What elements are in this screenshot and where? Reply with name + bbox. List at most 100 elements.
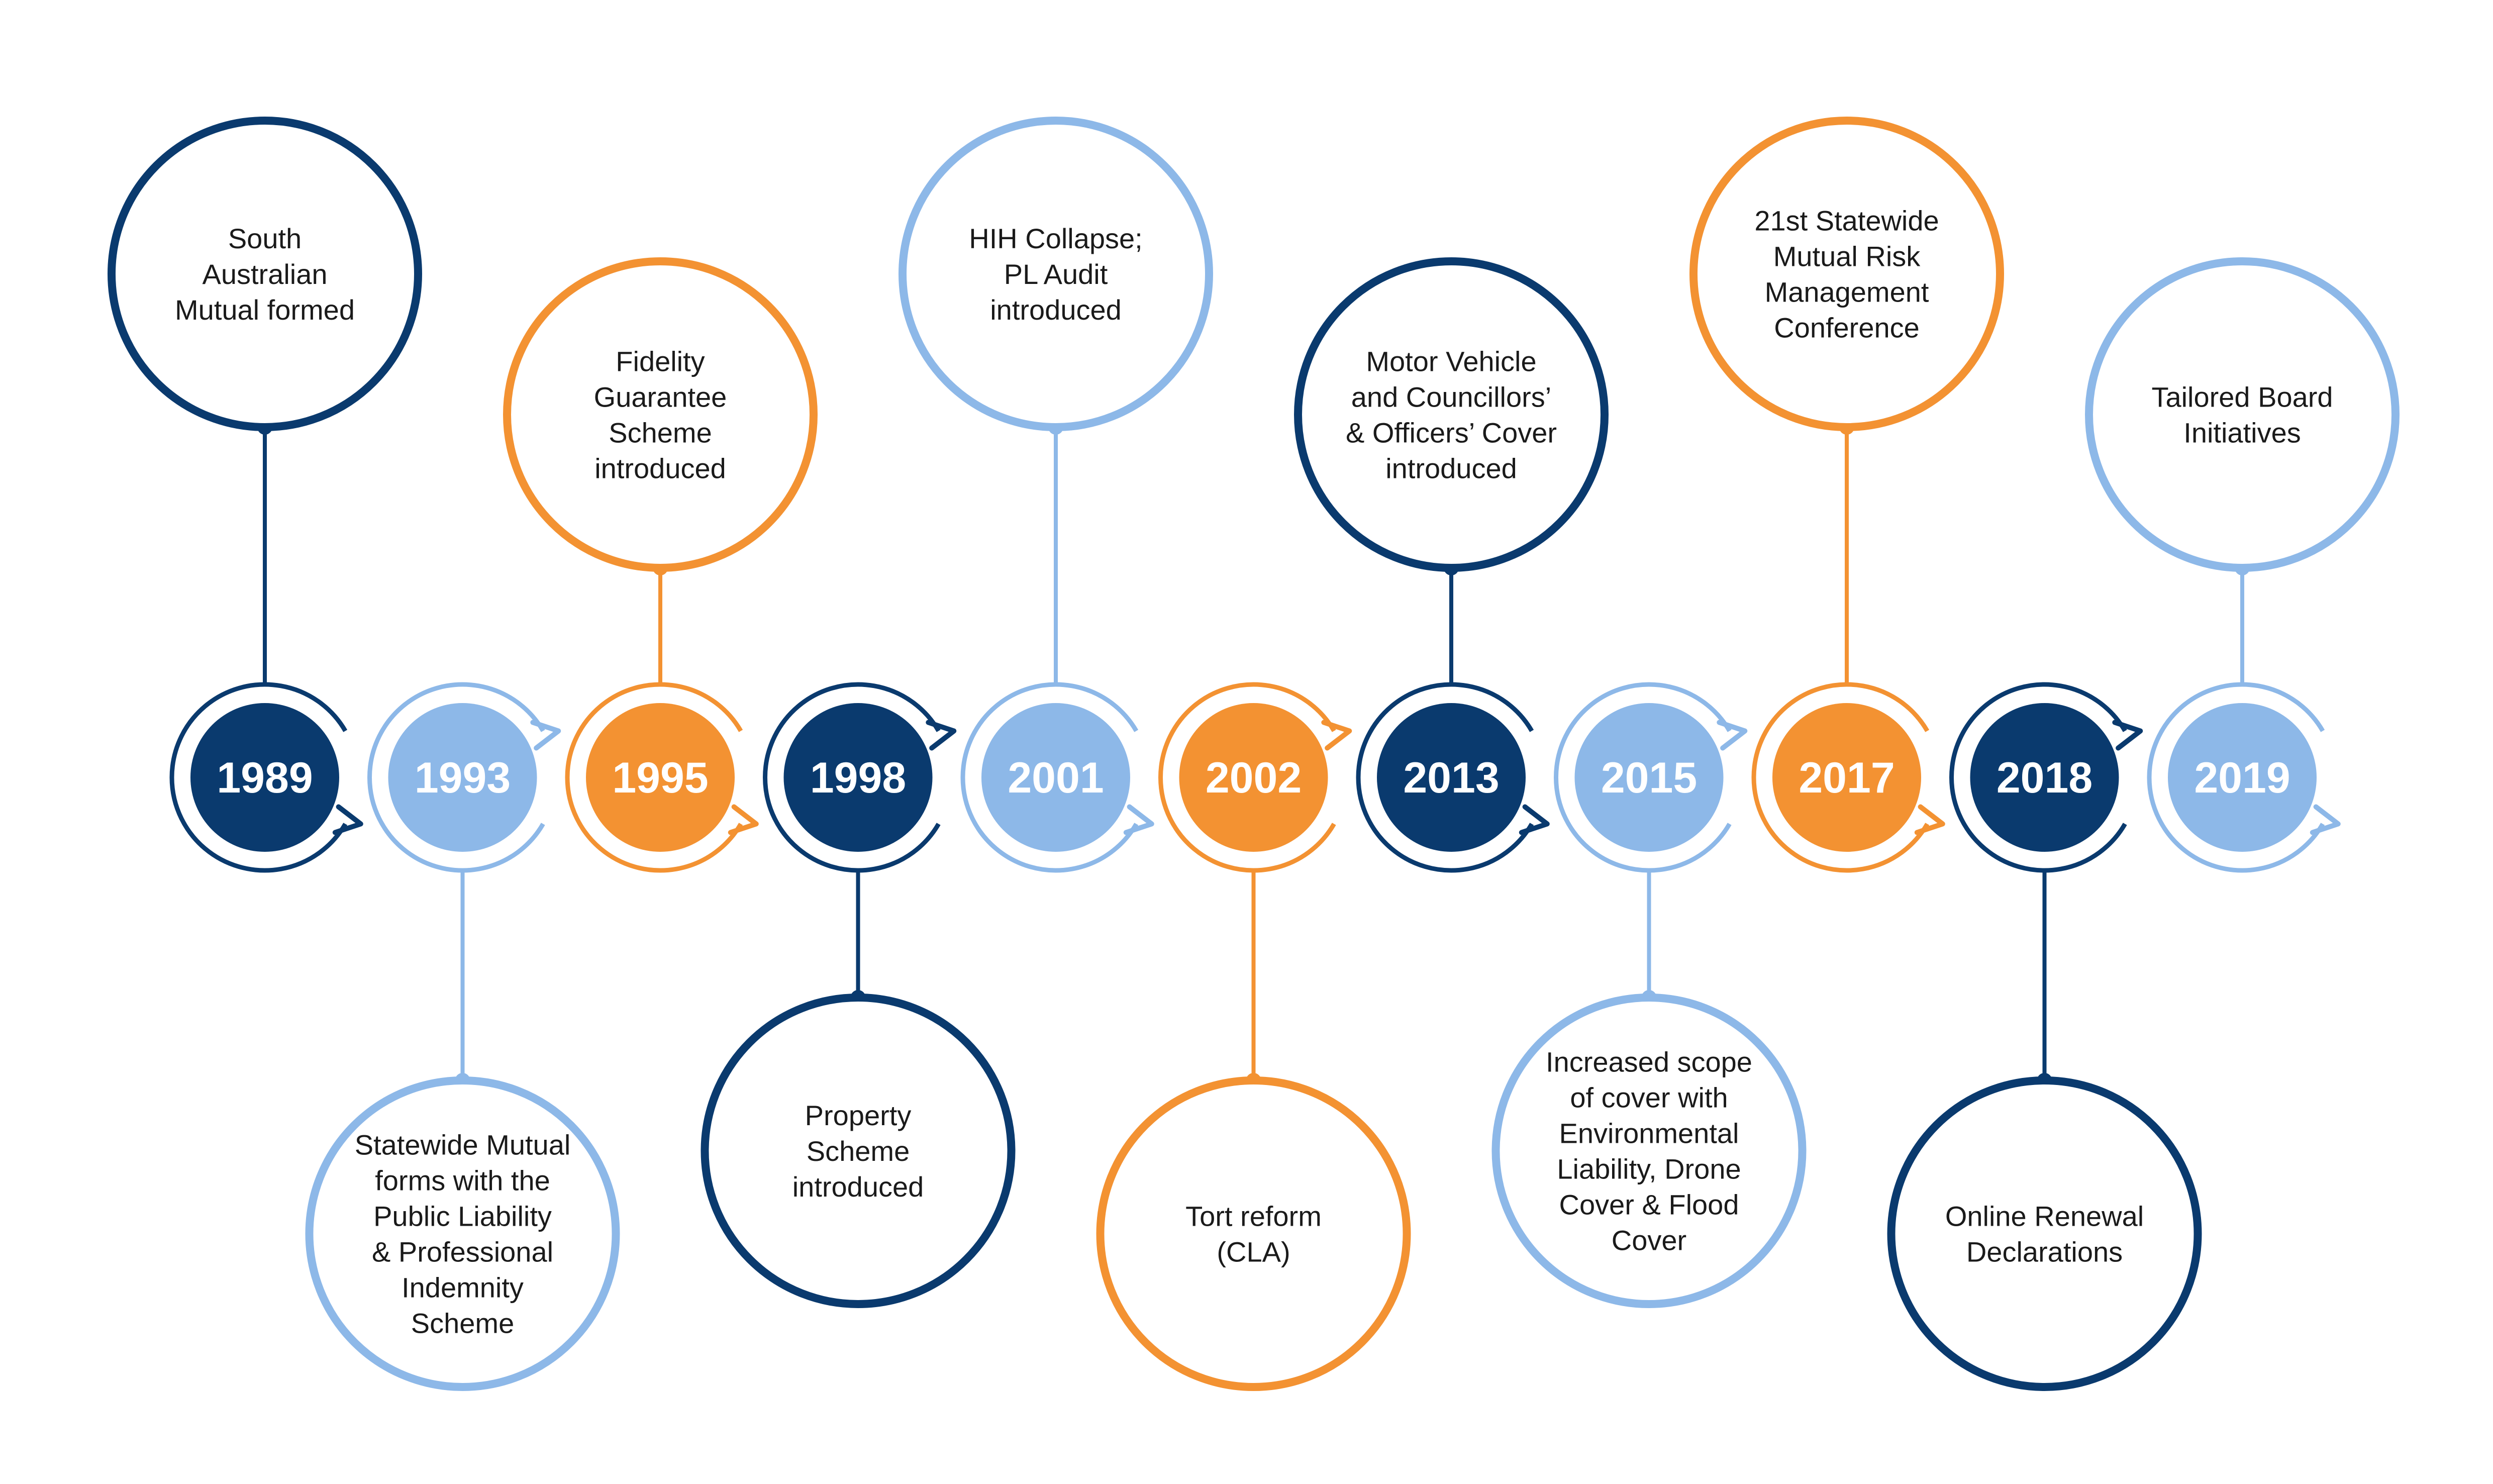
event-description: South Australian Mutual formed [175,223,355,326]
year-label: 2002 [1206,754,1302,802]
milestone-2001: 2001 HIH Collapse; PL Audit introduced [899,117,1213,873]
event-line: Scheme [609,417,712,449]
cycle-arrow-icon [530,720,561,751]
cycle-arrow-icon [2112,720,2143,751]
year-label: 2015 [1601,754,1697,802]
year-node [586,703,735,852]
event-description: Fidelity Guarantee Scheme introduced [594,346,727,484]
cycle-ring [1949,682,2127,873]
event-line: Declarations [1966,1236,2123,1268]
cycle-ring [1158,682,1336,873]
cycle-arrow-icon [1321,720,1352,751]
event-bubble [1096,1076,1411,1391]
event-description: 21st Statewide Mutual Risk Management Confe… [1754,205,1939,344]
event-line: forms with the [375,1165,550,1197]
event-line: Indemnity [402,1272,524,1304]
cycle-arrow-icon [2310,804,2341,835]
event-bubble [1689,117,2004,431]
cycle-ring [1553,682,1732,873]
milestone-2019: 2019 Tailored Board Initiatives [2085,257,2400,873]
event-description: Statewide Mutual forms with the Public Lia… [355,1129,571,1339]
cycle-arrow-icon [728,804,759,835]
event-line: South [228,223,302,254]
event-line: HIH Collapse; [969,223,1142,254]
event-line: Scheme [411,1308,514,1339]
event-bubble [899,117,1213,431]
cycle-ring [169,682,348,873]
event-line: Conference [1774,312,1920,344]
year-label: 2018 [1997,754,2092,802]
milestone-2013: 2013 Motor Vehicle and Councillors’ & Offic… [1294,257,1609,873]
cycle-arrow-icon [1519,804,1550,835]
cycle-ring [1356,682,1534,873]
milestone-1989: 1989 South Australian Mutual formed [108,117,422,873]
milestone-2018: 2018 Online Renewal Declarations [1887,682,2202,1391]
event-description: Motor Vehicle and Councillors’ & Officers’… [1346,346,1557,484]
cycle-arrow-icon [1123,804,1154,835]
year-node [783,703,933,852]
event-description: HIH Collapse; PL Audit introduced [969,223,1142,326]
event-line: (CLA) [1217,1236,1290,1268]
milestone-2017: 2017 21st Statewide Mutual Risk Management C… [1689,117,2004,873]
year-node [1574,703,1724,852]
cycle-arrow-icon [1914,804,1945,835]
event-line: PL Audit [1004,258,1108,290]
year-label: 2001 [1008,754,1104,802]
milestone-2002: 2002 Tort reform (CLA) [1096,682,1411,1391]
event-line: Statewide Mutual [355,1129,571,1161]
event-line: Property [805,1100,912,1131]
event-line: Tailored Board [2151,381,2333,413]
milestone-1995: 1995 Fidelity Guarantee Scheme introduced [503,257,818,873]
event-bubble [1491,994,1807,1308]
event-bubble [2085,257,2400,572]
event-bubble [305,1076,620,1391]
cycle-ring [762,682,941,873]
year-label: 1989 [217,754,313,802]
year-node [1772,703,1921,852]
year-node [1377,703,1526,852]
event-description: Tort reform (CLA) [1185,1201,1322,1268]
cycle-ring [960,682,1139,873]
year-node [1970,703,2119,852]
event-line: Cover & Flood [1559,1189,1739,1221]
event-line: Mutual formed [175,294,355,326]
event-description: Online Renewal Declarations [1945,1201,2144,1268]
event-line: Motor Vehicle [1366,346,1536,377]
year-label: 2017 [1799,754,1894,802]
event-line: 21st Statewide [1754,205,1939,237]
milestone-1993: 1993 Statewide Mutual forms with the Public… [305,682,620,1391]
event-line: Liability, Drone [1557,1153,1741,1185]
event-line: Scheme [807,1135,910,1167]
event-line: Public Liability [373,1201,552,1232]
cycle-ring [565,682,743,873]
event-bubble [108,117,422,431]
event-bubble [1294,257,1609,572]
event-line: introduced [990,294,1122,326]
event-line: & Officers’ Cover [1346,417,1557,449]
event-bubble [1887,1076,2202,1391]
event-bubble [701,994,1016,1308]
event-line: and Councillors’ [1351,381,1551,413]
cycle-ring [2147,682,2325,873]
event-line: Mutual Risk [1773,241,1921,272]
year-node [2168,703,2317,852]
event-line: introduced [1385,453,1517,484]
event-description: Property Scheme introduced [792,1100,924,1203]
cycle-ring [1751,682,1930,873]
milestone-1998: 1998 Property Scheme introduced [701,682,1016,1308]
cycle-arrow-icon [926,720,957,751]
year-node [190,703,339,852]
event-line: Online Renewal [1945,1201,2144,1232]
cycle-arrow-icon [332,804,363,835]
event-line: Management [1765,276,1929,308]
event-line: Guarantee [594,381,727,413]
year-label: 2013 [1403,754,1499,802]
year-node [388,703,537,852]
event-line: Fidelity [616,346,705,377]
year-label: 1998 [810,754,906,802]
event-line: introduced [792,1171,924,1203]
year-node [1179,703,1328,852]
event-line: Cover [1612,1225,1686,1256]
cycle-ring [367,682,545,873]
